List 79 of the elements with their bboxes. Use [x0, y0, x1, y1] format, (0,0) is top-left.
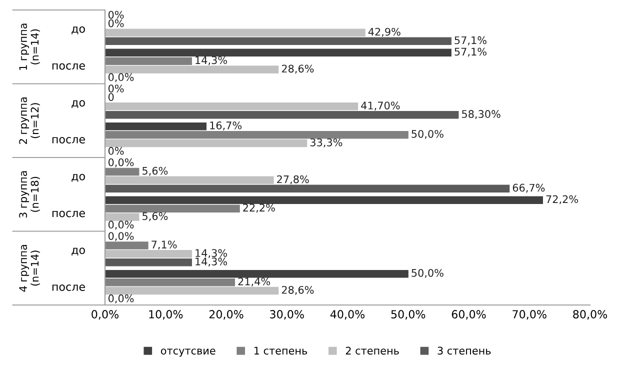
x-tick-label: 70,0%: [512, 310, 546, 320]
y-tick-label: после: [52, 63, 85, 70]
data-label: 41,70%: [361, 102, 400, 111]
data-label: 0,0%: [108, 232, 134, 242]
bar: [105, 66, 279, 74]
bar: [105, 111, 459, 119]
x-tick-label: 50,0%: [391, 310, 426, 320]
bar: [105, 122, 207, 130]
data-label: 0,0%: [108, 73, 134, 82]
y-tick-label: до: [72, 174, 85, 182]
data-label: 0%: [108, 146, 124, 155]
data-label: 0,0%: [108, 158, 134, 168]
data-label: 7,1%: [152, 240, 177, 250]
y-tick-label: до: [72, 248, 85, 256]
bar: [105, 242, 148, 250]
bar: [105, 176, 274, 184]
bar: [105, 102, 358, 110]
y-tick-label: после: [52, 284, 85, 291]
data-label: 14,3%: [196, 249, 227, 258]
bar: [105, 204, 240, 212]
legend-label: 1 степень: [254, 346, 308, 355]
bar: [105, 139, 308, 148]
data-label: 42,9%: [368, 28, 400, 37]
x-tick-label: 10,0%: [149, 310, 183, 320]
text: 3 группа (n=18): [19, 171, 40, 218]
bar: [105, 286, 279, 295]
text: 2 группа (n=12): [19, 97, 40, 144]
data-label: 33,3%: [310, 138, 342, 148]
bar: [105, 270, 408, 278]
x-tick-label: 80,0%: [573, 310, 608, 320]
bar: [105, 184, 510, 193]
data-label: 14,3%: [196, 56, 227, 66]
bar: [105, 278, 236, 286]
data-label: 58,30%: [462, 110, 500, 119]
x-tick-label: 30,0%: [270, 310, 304, 320]
x-tick-label: 40,0%: [330, 310, 365, 320]
data-label: 0%: [108, 84, 124, 92]
data-label: 0%: [108, 10, 124, 19]
bar: [105, 196, 543, 204]
legend-label: 3 степень: [438, 346, 491, 355]
data-label: 50,0%: [412, 268, 444, 278]
bar: [105, 48, 452, 56]
data-label: 27,8%: [277, 175, 309, 184]
x-tick-label: 60,0%: [452, 310, 486, 320]
data-label: 57,1%: [454, 48, 486, 57]
data-label: 66,7%: [512, 184, 545, 193]
legend-label: 2 степень: [346, 346, 399, 355]
text: 1 группа (n=14): [19, 24, 40, 70]
data-label: 21,4%: [238, 277, 270, 286]
data-label: 22,2%: [243, 204, 275, 213]
bar: [105, 37, 452, 46]
y-tick-label: после: [52, 137, 85, 144]
data-label: 0: [108, 93, 114, 101]
data-label: 14,3%: [196, 258, 227, 266]
bar: [105, 250, 192, 258]
bar: [105, 130, 408, 139]
data-label: 0%: [108, 19, 124, 28]
data-label: 28,6%: [282, 64, 314, 74]
data-label: 28,6%: [282, 286, 314, 295]
x-tick-label: 20,0%: [209, 310, 244, 320]
bar: [105, 213, 140, 221]
y-tick-label: до: [72, 100, 85, 108]
data-label: 57,1%: [454, 36, 486, 46]
bar: [105, 258, 192, 266]
y-tick-label: до: [72, 26, 85, 34]
bar: [105, 28, 366, 37]
legend-label: отсутсвие: [160, 348, 216, 357]
bar: [105, 168, 140, 176]
bar: [105, 57, 192, 65]
data-label: 5,6%: [142, 212, 168, 222]
data-label: 72,2%: [546, 195, 578, 204]
x-tick-label: 0,0%: [92, 310, 118, 320]
data-label: 0,0%: [108, 294, 134, 304]
data-label: 16,7%: [210, 121, 242, 130]
text: 4 группа (n=14): [19, 244, 40, 292]
y-tick-label: после: [52, 210, 85, 218]
data-label: 50,0%: [412, 130, 444, 139]
data-label: 0,0%: [108, 220, 134, 230]
data-label: 5,6%: [142, 166, 168, 176]
